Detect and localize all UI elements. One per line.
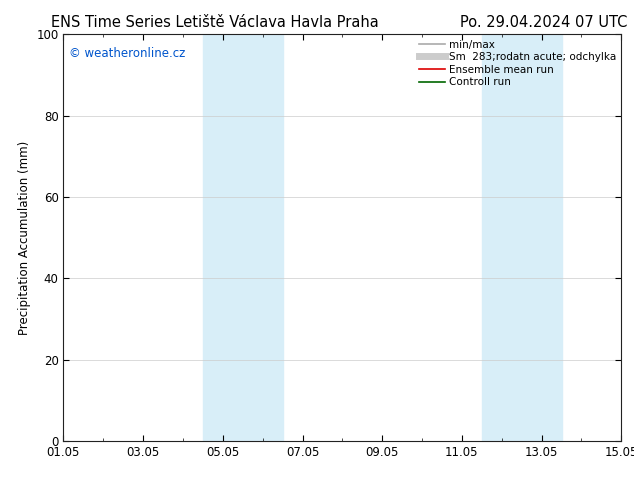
Bar — [243, 34, 283, 441]
Text: © weatheronline.cz: © weatheronline.cz — [69, 47, 185, 59]
Bar — [522, 34, 562, 441]
Bar — [203, 34, 243, 441]
Legend: min/max, Sm  283;rodatn acute; odchylka, Ensemble mean run, Controll run: min/max, Sm 283;rodatn acute; odchylka, … — [418, 40, 616, 87]
Text: ENS Time Series Letiště Václava Havla Praha: ENS Time Series Letiště Václava Havla Pr… — [51, 15, 378, 30]
Bar — [482, 34, 522, 441]
Y-axis label: Precipitation Accumulation (mm): Precipitation Accumulation (mm) — [18, 141, 30, 335]
Text: Po. 29.04.2024 07 UTC: Po. 29.04.2024 07 UTC — [460, 15, 628, 30]
